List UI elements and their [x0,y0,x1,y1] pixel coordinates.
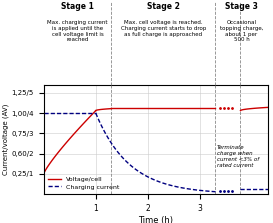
Text: Terminate
charge when
current <3% of
rated current: Terminate charge when current <3% of rat… [216,145,259,168]
Text: Stage 3: Stage 3 [225,2,258,11]
Text: Max. charging current
is applied until the
cell voltage limit is
reached: Max. charging current is applied until t… [47,20,108,42]
Text: Occasional
topping charge,
about 1 per
500 h: Occasional topping charge, about 1 per 5… [220,20,263,42]
X-axis label: Time (h): Time (h) [138,215,173,223]
Text: Stage 2: Stage 2 [147,2,180,11]
Y-axis label: Current/voltage (AV): Current/voltage (AV) [2,104,9,175]
Legend: Voltage/cell, Charging current: Voltage/cell, Charging current [47,176,120,191]
Text: Stage 1: Stage 1 [61,2,94,11]
Text: Max. cell voltage is reached.
Charging current starts to drop
as full charge is : Max. cell voltage is reached. Charging c… [121,20,206,37]
